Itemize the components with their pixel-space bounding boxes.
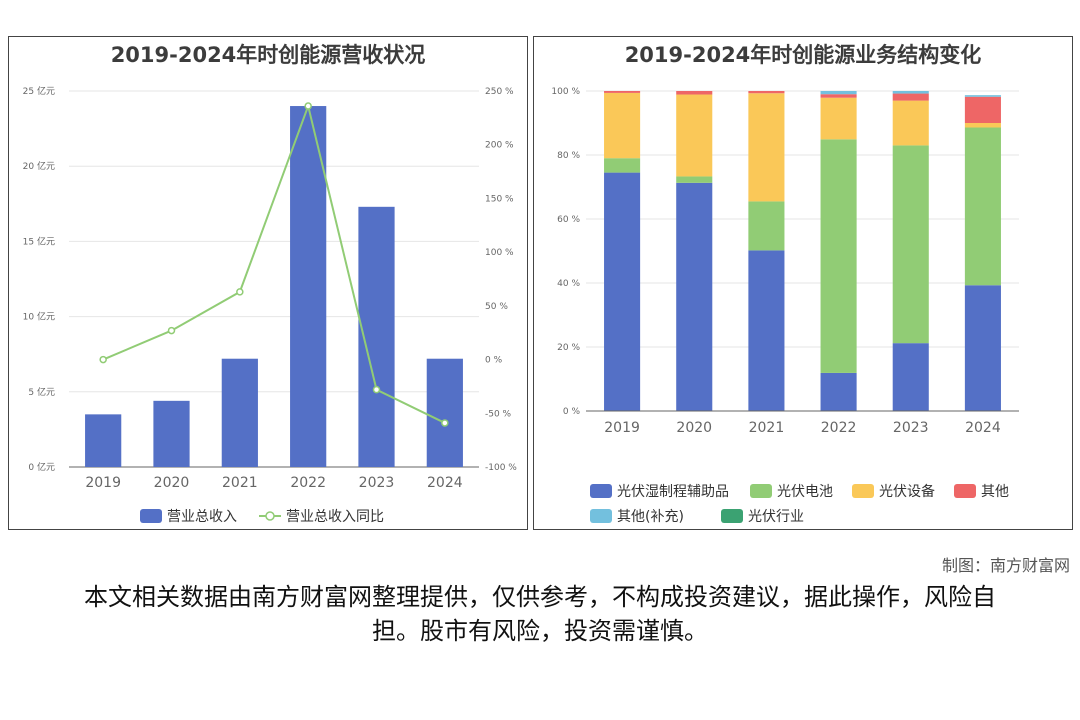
legend-swatch xyxy=(954,484,976,498)
yoy-point xyxy=(99,355,107,364)
stacked-bar-segment xyxy=(892,91,929,94)
stacked-bar-segment xyxy=(892,343,929,411)
x-tick-label: 2019 xyxy=(604,420,640,436)
x-tick-label: 2022 xyxy=(821,420,857,436)
stacked-bar-segment xyxy=(964,127,1001,286)
legend-swatch xyxy=(750,484,772,498)
x-tick-label: 2024 xyxy=(965,420,1001,436)
stacked-bar-segment xyxy=(748,93,785,202)
legend-label-yoy: 营业总收入同比 xyxy=(286,509,384,525)
y-left-tick-label: 5 亿元 xyxy=(28,386,55,398)
y-right-tick-label: 250 % xyxy=(485,87,514,97)
y-left-tick-label: 25 亿元 xyxy=(23,85,55,97)
x-tick-label: 2023 xyxy=(893,420,929,436)
stacked-bar-segment xyxy=(964,95,1001,97)
legend-swatch xyxy=(590,509,612,523)
structure-chart: 0 % 20 % 40 % 60 % 80 % 100 % 2019 2020 2021 2022… xyxy=(551,87,1019,525)
stacked-bar-segment xyxy=(820,94,857,98)
yoy-point xyxy=(304,102,312,110)
revenue-bar xyxy=(426,358,463,467)
stacked-bar-segment xyxy=(820,139,857,373)
y-tick-label: 0 % xyxy=(563,407,581,417)
y-tick-label: 40 % xyxy=(557,279,580,289)
legend-label-revenue: 营业总收入 xyxy=(167,509,237,525)
yoy-point xyxy=(441,419,449,427)
legend-label: 光伏行业 xyxy=(748,509,804,525)
y-right-tick-label: -100 % xyxy=(485,463,517,473)
yoy-point xyxy=(372,385,381,394)
x-tick-label: 2021 xyxy=(749,420,785,436)
chart-credit: 制图：南方财富网 xyxy=(941,556,1070,575)
y-right-tick-label: 50 % xyxy=(485,302,508,312)
y-tick-label: 100 % xyxy=(551,87,580,97)
legend-label: 光伏电池 xyxy=(777,484,833,500)
yoy-line xyxy=(102,102,446,424)
y-right-tick-label: 150 % xyxy=(485,194,514,204)
legend-swatch xyxy=(852,484,874,498)
stacked-bar-segment xyxy=(676,91,713,95)
x-tick-label: 2020 xyxy=(154,475,190,491)
y-left-tick-label: 0 亿元 xyxy=(28,461,55,473)
stacked-bar-segment xyxy=(892,145,929,344)
stacked-bar-segment xyxy=(676,94,713,177)
y-right-tick-label: 200 % xyxy=(485,141,514,151)
yoy-point xyxy=(236,288,244,296)
stacked-bar-segment xyxy=(604,172,641,411)
legend-label: 光伏设备 xyxy=(879,483,935,500)
yoy-point xyxy=(167,326,176,335)
legend-swatch xyxy=(721,509,743,523)
x-tick-label: 2022 xyxy=(290,475,326,491)
x-tick-label: 2019 xyxy=(85,475,121,491)
x-tick-label: 2023 xyxy=(359,475,395,491)
legend-swatch-yoy-marker xyxy=(265,511,275,521)
stacked-bar-segment xyxy=(964,285,1001,411)
revenue-bar xyxy=(85,414,122,467)
disclaimer-text: 本文相关数据由南方财富网整理提供，仅供参考，不构成投资建议，据此操作，风险自担。… xyxy=(84,583,996,645)
legend-label: 光伏湿制程辅助品 xyxy=(617,484,729,500)
stacked-bar-segment xyxy=(892,93,929,101)
stacked-bar-segment xyxy=(604,91,641,93)
structure-chart-panel: 2019-2024年时创能源业务结构变化 0 % 20 % 40 % 60 % 80 %… xyxy=(533,36,1073,530)
y-right-tick-label: 100 % xyxy=(485,248,514,258)
legend-swatch xyxy=(590,484,612,498)
revenue-bar xyxy=(290,106,327,467)
y-left-tick-label: 10 亿元 xyxy=(23,311,55,323)
y-right-tick-label: 0 % xyxy=(485,356,503,366)
revenue-chart-panel: 2019-2024年时创能源营收状况 0 亿元 5 亿元 10 亿元 15 亿元 20 … xyxy=(8,36,528,530)
y-tick-label: 60 % xyxy=(557,215,580,225)
x-tick-label: 2021 xyxy=(222,475,258,491)
revenue-chart: 0 亿元 5 亿元 10 亿元 15 亿元 20 亿元 25 亿元 -100 % -50 % 0… xyxy=(23,85,518,525)
legend-swatch-revenue xyxy=(140,509,162,523)
stacked-bar-segment xyxy=(748,91,785,94)
y-left-tick-label: 20 亿元 xyxy=(23,160,55,172)
legend-label: 其他(补充) xyxy=(617,509,684,525)
stacked-bar-segment xyxy=(820,97,857,140)
y-left-tick-label: 15 亿元 xyxy=(23,235,55,247)
stacked-bar-segment xyxy=(748,201,785,251)
y-tick-label: 80 % xyxy=(557,151,580,161)
revenue-bar xyxy=(153,400,190,467)
legend-label: 其他 xyxy=(981,484,1009,500)
stacked-bar-segment xyxy=(820,372,857,411)
stacked-bar-segment xyxy=(676,176,713,183)
stacked-bar-segment xyxy=(892,100,929,146)
revenue-bar xyxy=(221,358,258,467)
stacked-bar-segment xyxy=(604,158,641,173)
stacked-bar-segment xyxy=(964,123,1001,128)
structure-chart-title: 2019-2024年时创能源业务结构变化 xyxy=(624,43,982,67)
stacked-bar-segment xyxy=(748,250,785,411)
revenue-chart-title: 2019-2024年时创能源营收状况 xyxy=(110,43,426,67)
x-tick-label: 2020 xyxy=(676,420,712,436)
stacked-bar-segment xyxy=(820,91,857,95)
y-tick-label: 20 % xyxy=(557,343,580,353)
y-right-tick-label: -50 % xyxy=(485,409,512,419)
stacked-bar-segment xyxy=(604,92,641,159)
x-tick-label: 2024 xyxy=(427,475,463,491)
stacked-bar-segment xyxy=(676,182,713,411)
stacked-bar-segment xyxy=(964,96,1001,123)
